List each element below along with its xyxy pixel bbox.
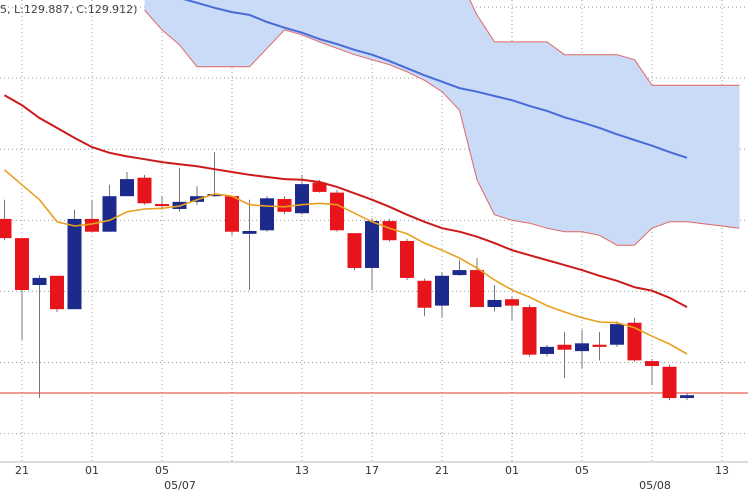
x-tick-label: 01	[85, 464, 99, 477]
candle-body	[365, 221, 379, 268]
indicator-line	[4, 94, 688, 308]
cloud-line	[144, 9, 740, 246]
candle-body	[155, 203, 169, 207]
candle-body	[575, 343, 589, 352]
candle-body	[32, 277, 47, 286]
cloud-line	[469, 0, 740, 86]
candle-body	[522, 307, 537, 355]
x-tick-label: 13	[295, 464, 309, 477]
candle-body	[137, 177, 152, 204]
candle-body	[277, 199, 292, 212]
candle-body	[505, 299, 519, 306]
candle-body	[295, 184, 309, 214]
candle-body	[417, 280, 432, 308]
x-tick-label: 17	[365, 464, 379, 477]
candle-body	[312, 182, 327, 192]
candle-body	[435, 275, 449, 306]
candle-body	[487, 299, 502, 308]
candle-body	[50, 275, 64, 310]
candle-body	[452, 270, 467, 276]
candle-body	[400, 240, 414, 278]
candle-body	[242, 231, 257, 234]
legend-text: 5, L:129.887, C:129.912)	[0, 3, 137, 16]
plot-area	[0, 0, 748, 462]
candle-body	[592, 344, 607, 347]
candle-body	[330, 192, 344, 231]
candle-body	[470, 270, 484, 308]
candle-body	[540, 346, 554, 354]
date-label: 05/08	[639, 479, 671, 492]
candle-body	[15, 238, 29, 290]
candle-body	[382, 221, 397, 241]
x-tick-label: 05	[575, 464, 589, 477]
candle-body	[680, 395, 694, 399]
x-tick-label: 21	[435, 464, 449, 477]
date-label: 05/07	[164, 479, 196, 492]
candle-body	[645, 361, 659, 367]
candle-body	[85, 218, 99, 232]
x-tick-label: 01	[505, 464, 519, 477]
candle-body	[347, 233, 362, 268]
candle-body	[102, 196, 117, 232]
x-tick-label: 13	[715, 464, 729, 477]
candle-body	[260, 198, 274, 231]
candle-body	[67, 218, 82, 310]
candle-body	[225, 196, 239, 232]
candle-body	[557, 344, 572, 350]
cloud-fill	[144, 0, 740, 246]
x-tick-label: 21	[15, 464, 29, 477]
candle-body	[662, 366, 677, 399]
indicator-line	[3, 169, 688, 355]
x-tick-label: 05	[155, 464, 169, 477]
candle-body	[627, 322, 642, 361]
candle-body	[207, 194, 222, 197]
candle-body	[120, 179, 134, 197]
candle-body	[0, 218, 12, 239]
indicator-line	[183, 0, 688, 159]
candle-body	[610, 324, 624, 345]
